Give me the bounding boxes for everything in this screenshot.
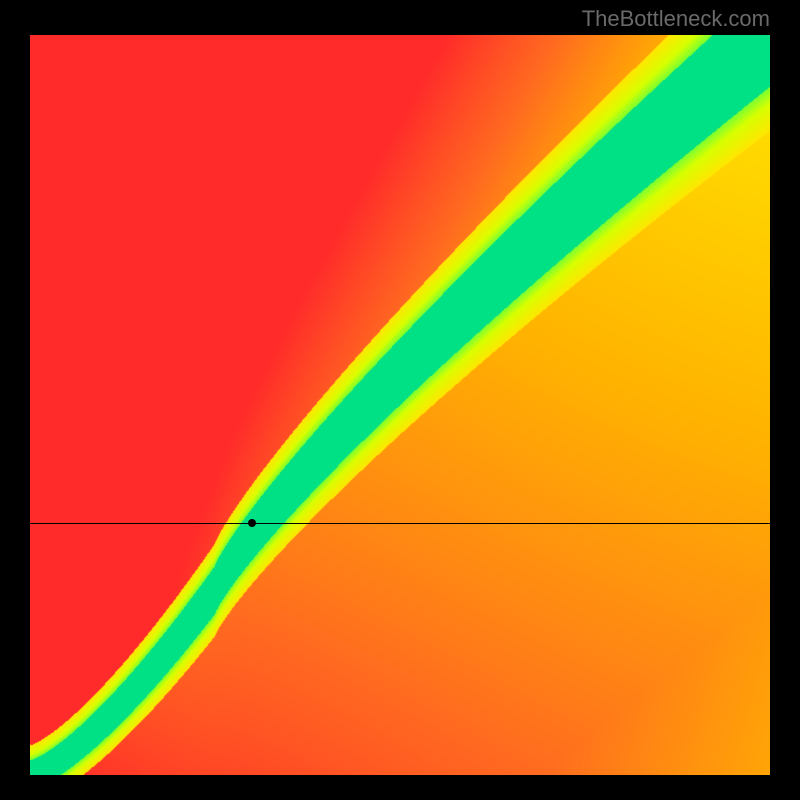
- data-point-marker: [248, 519, 256, 527]
- crosshair-vertical: [252, 775, 253, 800]
- watermark-text: TheBottleneck.com: [582, 6, 770, 32]
- chart-container: TheBottleneck.com: [0, 0, 800, 800]
- heatmap-plot: [30, 35, 770, 775]
- crosshair-horizontal: [30, 523, 770, 524]
- heatmap-canvas: [30, 35, 770, 775]
